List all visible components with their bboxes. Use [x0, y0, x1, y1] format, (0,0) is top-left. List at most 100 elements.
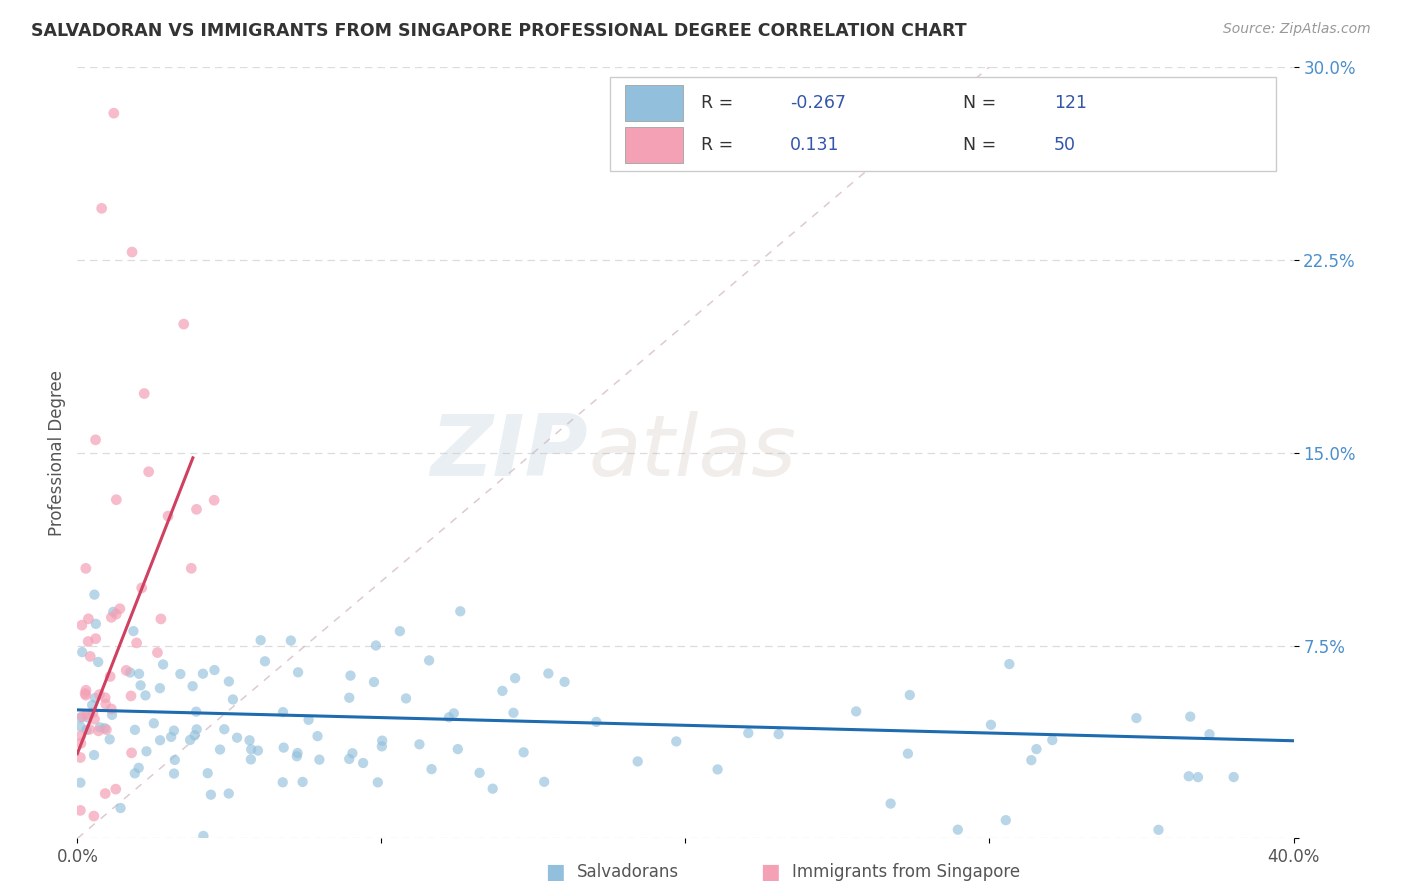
Point [84, 690, 107, 705]
Point [124, 766, 146, 780]
Point [218, 674, 240, 689]
Point [83, 809, 105, 823]
Text: -0.267: -0.267 [790, 95, 846, 112]
Point [101, 707, 124, 722]
Point [110, 801, 132, 815]
Point [181, 679, 204, 693]
Point [87, 655, 110, 669]
Point [186, 705, 208, 719]
Point [160, 730, 183, 744]
Point [443, 706, 465, 721]
Text: ZIP: ZIP [430, 411, 588, 494]
Point [69, 750, 91, 764]
Point [84, 433, 107, 447]
Text: N =: N = [963, 95, 1001, 112]
Point [75, 683, 97, 698]
Point [994, 813, 1017, 827]
Point [897, 747, 920, 761]
Point [83, 712, 105, 726]
Point [94, 690, 117, 705]
Point [163, 753, 186, 767]
Point [128, 666, 150, 681]
Point [420, 762, 443, 776]
Point [115, 664, 138, 678]
Point [70, 736, 93, 750]
Point [84, 616, 107, 631]
Point [90, 202, 112, 216]
Point [253, 654, 276, 668]
Point [481, 781, 503, 796]
Point [125, 636, 148, 650]
Point [271, 705, 294, 719]
Point [533, 774, 555, 789]
Point [104, 782, 127, 797]
Point [124, 723, 146, 737]
Point [134, 689, 156, 703]
Point [157, 509, 180, 524]
Point [418, 653, 440, 667]
Y-axis label: Professional Degree: Professional Degree [48, 369, 66, 536]
Point [449, 604, 471, 618]
Point [1177, 769, 1199, 783]
Point [287, 665, 309, 680]
Point [121, 245, 143, 260]
Point [75, 688, 97, 702]
Point [1125, 711, 1147, 725]
Point [76, 723, 98, 737]
Point [105, 607, 128, 621]
Point [408, 737, 430, 751]
Point [249, 633, 271, 648]
Point [79, 649, 101, 664]
Text: 50: 50 [1054, 136, 1076, 153]
Point [76, 707, 98, 722]
Text: N =: N = [963, 136, 1001, 153]
Point [83, 747, 105, 762]
Point [371, 739, 394, 754]
Text: 0.131: 0.131 [790, 136, 839, 153]
Point [77, 612, 100, 626]
Point [75, 561, 97, 575]
Point [238, 733, 260, 747]
Point [152, 657, 174, 672]
Point [1222, 770, 1244, 784]
FancyBboxPatch shape [610, 77, 1277, 171]
Point [69, 804, 91, 818]
Point [98, 732, 121, 747]
Point [180, 561, 202, 575]
Point [94, 787, 117, 801]
Point [103, 605, 125, 619]
Point [214, 723, 236, 737]
Point [186, 502, 208, 516]
Point [93, 721, 115, 735]
Point [737, 726, 759, 740]
Point [1187, 770, 1209, 784]
Point [665, 734, 688, 748]
Point [222, 692, 245, 706]
Point [79, 723, 101, 737]
Point [84, 632, 107, 646]
Point [149, 733, 172, 747]
Text: ■: ■ [546, 863, 565, 882]
Point [291, 775, 314, 789]
Point [297, 713, 319, 727]
Point [173, 317, 195, 331]
Point [142, 716, 165, 731]
Point [352, 756, 374, 770]
Point [1021, 753, 1043, 767]
Point [502, 706, 524, 720]
Point [103, 106, 125, 120]
Point [388, 624, 411, 639]
Point [179, 733, 201, 747]
Text: Immigrants from Singapore: Immigrants from Singapore [792, 863, 1019, 881]
Point [367, 775, 389, 789]
Point [83, 588, 105, 602]
Point [131, 581, 153, 595]
Point [122, 624, 145, 639]
Point [287, 746, 309, 760]
Point [285, 749, 308, 764]
Point [337, 752, 360, 766]
Text: Source: ZipAtlas.com: Source: ZipAtlas.com [1223, 22, 1371, 37]
Point [271, 775, 294, 789]
Point [627, 755, 650, 769]
Text: Salvadorans: Salvadorans [576, 863, 679, 881]
